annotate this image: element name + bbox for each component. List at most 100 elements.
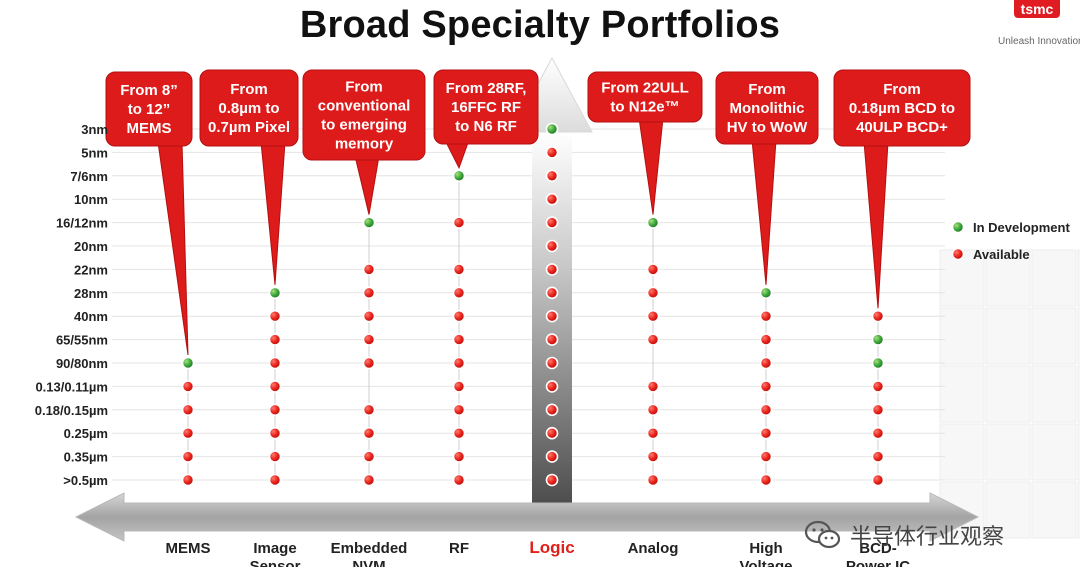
dot-available: [871, 426, 885, 440]
dot-available: [181, 473, 195, 487]
legend-dot-available: [951, 247, 965, 261]
callout-text: HV to WoW: [727, 119, 808, 136]
callout: From 8” to 12” MEMS: [105, 71, 193, 356]
background-tile: [985, 307, 1031, 365]
dot-available: [268, 356, 282, 370]
background-tile: [1031, 249, 1077, 307]
node-label: 7/6nm: [70, 169, 108, 184]
callout: From Monolithic HV to WoW: [715, 71, 819, 285]
callout-text: From: [345, 79, 383, 96]
brand-tagline: Unleash Innovation: [998, 36, 1080, 47]
callout-text: to N6 RF: [455, 118, 517, 135]
dot-available: [545, 263, 559, 276]
dot-in-development: [268, 286, 282, 300]
callout-text: 0.8µm to: [218, 100, 279, 117]
callout: From conventional to emerging memory: [302, 69, 426, 215]
callout-text: From: [230, 81, 268, 98]
background-tile: [939, 307, 985, 365]
node-label: >0.5µm: [63, 473, 108, 488]
dot-available: [545, 450, 559, 463]
dot-in-development: [181, 356, 195, 370]
dot-available: [181, 426, 195, 440]
callout: From 0.8µm to 0.7µm Pixel: [199, 69, 299, 285]
category-label: Image: [253, 540, 296, 557]
dot-available: [545, 426, 559, 440]
dot-available: [181, 403, 195, 417]
dot-available: [759, 333, 773, 346]
dot-available: [759, 450, 773, 463]
wechat-icon: [804, 520, 841, 549]
dot-available: [646, 426, 660, 440]
dot-available: [759, 380, 773, 393]
dot-available: [759, 356, 773, 370]
dot-available: [452, 286, 466, 300]
legend-label-in-development: In Development: [973, 220, 1070, 235]
dot-available: [452, 473, 466, 487]
background-tile: [1077, 365, 1080, 423]
dot-in-development: [545, 122, 559, 136]
watermark: 半导体行业观察: [804, 515, 1004, 555]
dot-available: [646, 380, 660, 393]
background-tile: [939, 249, 985, 307]
legend-label-available: Available: [973, 247, 1030, 262]
category-label: MEMS: [166, 540, 211, 557]
callout-pointer: [638, 117, 664, 215]
node-label: 16/12nm: [56, 216, 108, 231]
dot-available: [545, 169, 559, 183]
callout-text: memory: [335, 136, 394, 153]
dot-available: [545, 380, 559, 393]
callout-text: From: [748, 81, 786, 98]
category-label: Logic: [529, 538, 574, 557]
background-tile: [985, 423, 1031, 481]
node-dots: [181, 122, 885, 487]
node-label: 3nm: [81, 122, 108, 137]
category-label: Power IC: [846, 558, 910, 567]
dot-available: [646, 333, 660, 346]
node-label: 22nm: [74, 262, 108, 277]
callout-pointer: [751, 139, 777, 285]
category-label: Sensor: [250, 558, 301, 567]
callout-text: to emerging: [321, 117, 407, 134]
dot-available: [646, 263, 660, 276]
dot-available: [646, 286, 660, 300]
dot-available: [646, 403, 660, 417]
dot-available: [871, 473, 885, 487]
dot-available: [362, 263, 376, 276]
dot-available: [181, 450, 195, 463]
background-tile: [985, 249, 1031, 307]
node-label: 0.25µm: [64, 426, 108, 441]
dot-available: [452, 403, 466, 417]
dot-available: [545, 333, 559, 346]
dot-available: [268, 473, 282, 487]
dot-available: [646, 473, 660, 487]
category-label: Analog: [628, 540, 679, 557]
watermark-text: 半导体行业观察: [850, 525, 1005, 550]
double-arrow: [74, 492, 980, 542]
node-label: 0.35µm: [64, 450, 108, 465]
node-label: 5nm: [81, 145, 108, 160]
callout-pointer: [157, 141, 189, 356]
dot-available: [646, 450, 660, 463]
callout-box: [105, 71, 193, 147]
callout-box: [433, 69, 539, 145]
tsmc-logo: tsmc: [1014, 0, 1060, 18]
background-grid: [939, 249, 1080, 539]
category-label: Voltage: [739, 558, 792, 567]
dot-available: [362, 403, 376, 417]
background-tile: [985, 481, 1031, 539]
background-tile: [1031, 307, 1077, 365]
dot-available: [452, 309, 466, 323]
callout-pointer: [260, 141, 286, 285]
background-tile: [1031, 365, 1077, 423]
callout-box: [302, 69, 426, 161]
callout-text: From 8”: [120, 82, 178, 99]
dot-available: [871, 403, 885, 417]
node-label: 0.13/0.11µm: [35, 379, 108, 394]
dot-available: [181, 380, 195, 393]
dot-available: [268, 426, 282, 440]
node-gridlines: [112, 128, 945, 481]
dot-available: [452, 450, 466, 463]
dot-available: [362, 473, 376, 487]
dot-available: [268, 450, 282, 463]
